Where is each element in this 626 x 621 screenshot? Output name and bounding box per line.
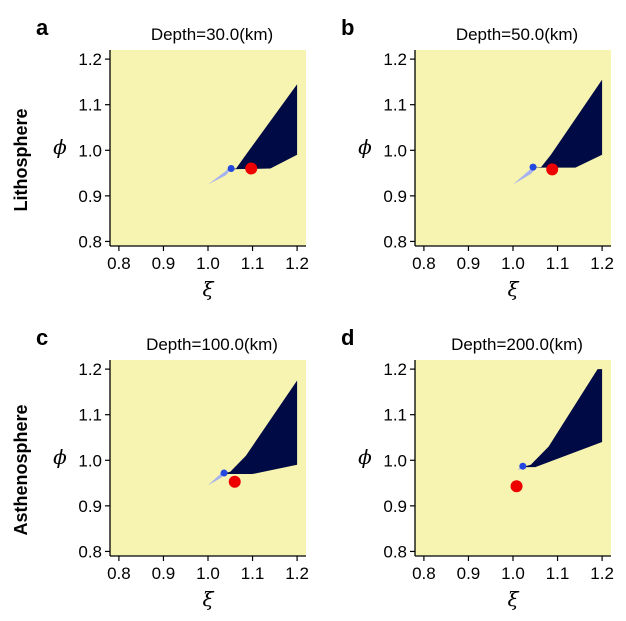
x-tick-label: 0.9 [152,254,176,273]
panel-title: Depth=50.0(km) [456,25,578,44]
x-tick-label: 1.2 [590,564,614,583]
y-tick-label: 0.8 [383,542,407,561]
panel-title: Depth=200.0(km) [451,335,583,354]
small-point [519,462,527,470]
light-region [208,167,233,185]
x-tick-label: 0.8 [412,254,436,273]
y-tick-label: 0.8 [78,542,102,561]
y-tick-label: 1.0 [383,141,407,160]
light-region [513,166,538,185]
y-tick-label: 0.9 [78,187,102,206]
x-tick-label: 0.8 [107,564,131,583]
x-tick-label: 1.1 [546,254,570,273]
x-tick-label: 1.1 [546,564,570,583]
panel-letter: a [36,15,49,40]
red-point [228,475,241,488]
x-tick-label: 0.9 [457,564,481,583]
small-point [220,469,228,477]
panel-title: Depth=100.0(km) [146,335,278,354]
y-axis-label: ϕ [358,445,372,469]
small-point [227,165,235,173]
y-tick-label: 0.9 [383,497,407,516]
y-tick-label: 1.0 [383,451,407,470]
panel-letter: b [341,15,354,40]
y-tick-label: 1.2 [383,360,407,379]
y-tick-label: 1.1 [78,406,102,425]
red-point [510,480,523,493]
panel-letter: c [36,325,48,350]
y-tick-label: 1.1 [383,406,407,425]
panel-c: 0.8 0.9 1.0 1.1 1.2 0.8 0.9 1.0 1.1 1.2 Depth=100.… [36,325,309,611]
x-tick-label: 0.8 [412,564,436,583]
x-tick-label: 1.0 [196,254,220,273]
small-point [529,163,537,171]
y-tick-label: 0.9 [383,187,407,206]
dark-region [521,369,603,468]
x-tick-label: 1.1 [241,564,265,583]
dark-region [530,79,603,168]
x-axis-label: ξ [507,587,519,611]
y-tick-label: 1.2 [383,50,407,69]
y-tick-label: 1.0 [78,141,102,160]
panel-title: Depth=30.0(km) [151,25,273,44]
y-tick-label: 0.8 [383,232,407,251]
x-tick-label: 1.2 [285,254,309,273]
dark-region [221,380,298,474]
y-axis-label: ϕ [358,135,372,159]
y-tick-label: 1.0 [78,451,102,470]
plot-background [415,360,611,556]
y-tick-label: 0.9 [78,497,102,516]
x-tick-label: 0.9 [152,564,176,583]
x-tick-label: 1.2 [590,254,614,273]
y-tick-label: 1.2 [78,50,102,69]
x-axis-label: ξ [202,277,214,301]
panels: 0.8 0.9 1.0 1.1 1.2 0.8 0.9 1.0 1.1 1.2 Depth=30.0… [36,15,614,611]
red-point [245,162,258,175]
x-tick-label: 0.8 [107,254,131,273]
y-tick-label: 1.1 [78,96,102,115]
x-tick-label: 1.0 [501,564,525,583]
row-label-asthenosphere: Asthenosphere [11,404,31,535]
y-tick-label: 1.2 [78,360,102,379]
panel-b: 0.8 0.9 1.0 1.1 1.2 0.8 0.9 1.0 1.1 1.2 Depth=50.0… [341,15,614,301]
dark-region [225,84,298,170]
x-tick-label: 1.1 [241,254,265,273]
x-axis-label: ξ [507,277,519,301]
y-axis-label: ϕ [53,445,67,469]
x-tick-label: 0.9 [457,254,481,273]
red-point [546,163,559,176]
row-label-lithosphere: Lithosphere [11,108,31,211]
x-tick-label: 1.0 [501,254,525,273]
panel-a: 0.8 0.9 1.0 1.1 1.2 0.8 0.9 1.0 1.1 1.2 Depth=30.0… [36,15,309,301]
y-tick-label: 0.8 [78,232,102,251]
y-axis-label: ϕ [53,135,67,159]
panel-letter: d [341,325,354,350]
panel-d: 0.8 0.9 1.0 1.1 1.2 0.8 0.9 1.0 1.1 1.2 Depth=200.… [341,325,614,611]
x-tick-label: 1.2 [285,564,309,583]
y-tick-label: 1.1 [383,96,407,115]
x-axis-label: ξ [202,587,214,611]
x-tick-label: 1.0 [196,564,220,583]
